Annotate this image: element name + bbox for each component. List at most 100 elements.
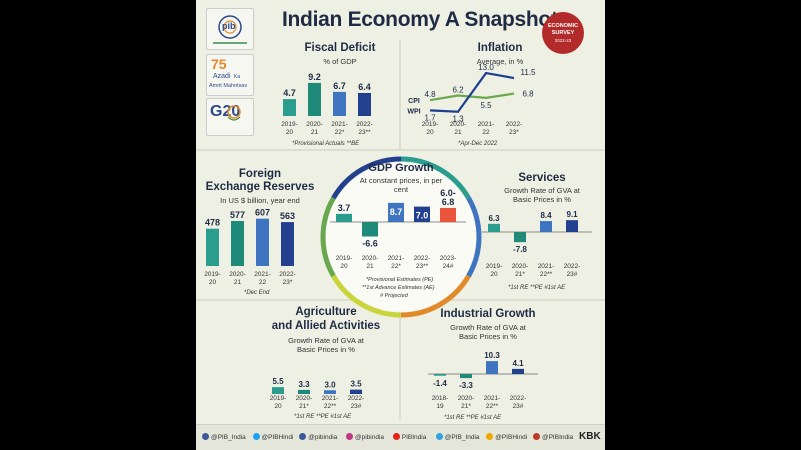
services-bar-2 bbox=[540, 221, 552, 232]
forex-label-0: 478 bbox=[205, 218, 220, 228]
fiscal-label-0: 4.7 bbox=[283, 88, 296, 98]
survey-year: 2022-23 bbox=[554, 38, 572, 43]
inflation-title: Inflation bbox=[477, 42, 523, 54]
services-cat-3-a: 2022- bbox=[564, 263, 581, 270]
inflation-wpi-label-3: 11.5 bbox=[521, 68, 537, 77]
forex-subtitle: In US $ billion, year end bbox=[220, 196, 300, 205]
agri-subtitle-line2: Basic Prices in % bbox=[297, 345, 355, 354]
social-handle-text: @PIBIndia bbox=[542, 434, 574, 441]
agri-cat-3-a: 2022- bbox=[348, 395, 365, 402]
industrial-cat-3-a: 2022- bbox=[510, 395, 527, 402]
social-handle-4: PIBIndia bbox=[392, 433, 426, 441]
agri-cat-1-b: 21* bbox=[299, 403, 309, 410]
gdp-ring-segment-5 bbox=[331, 156, 402, 200]
forex-cat-2-b: 22 bbox=[259, 279, 267, 286]
inflation-note: *Apr-Dec 2022 bbox=[458, 141, 498, 147]
gdp-ring-inner bbox=[326, 162, 476, 312]
services-label-3: 9.1 bbox=[566, 210, 578, 219]
agri-label-3: 3.5 bbox=[350, 380, 362, 389]
fiscal-cat-2-b: 22* bbox=[335, 129, 345, 136]
forex-cat-0-a: 2019- bbox=[204, 271, 221, 278]
industrial-label-2: 10.3 bbox=[484, 351, 500, 360]
inflation-cat-0-b: 20 bbox=[426, 129, 434, 136]
industrial-label-1: -3.3 bbox=[459, 381, 473, 390]
pib-logo: pib bbox=[206, 8, 254, 50]
social-handle-7: @PIBIndia bbox=[533, 433, 573, 441]
lotus-globe-icon bbox=[227, 105, 241, 121]
industrial-chart: -1.4 2018-19 -3.3 2020-21* 10.3 2021-22** 4.1 2… bbox=[428, 351, 538, 410]
industrial-subtitle-line1: Growth Rate of GVA at bbox=[450, 323, 526, 332]
fiscal-bar-0 bbox=[283, 99, 296, 116]
gdp-ring-segment-3 bbox=[331, 274, 402, 318]
g20-text: G20 bbox=[210, 103, 241, 120]
fiscal-cat-1-a: 2020- bbox=[306, 121, 323, 128]
services-cat-1-b: 21* bbox=[515, 271, 525, 278]
inflation-line-cpi bbox=[429, 92, 515, 102]
gdp-cat-0-b: 20 bbox=[340, 263, 348, 270]
social-handle-text: @PIBHindi bbox=[261, 434, 294, 441]
fiscal-bar-1 bbox=[308, 82, 321, 116]
forex-cat-3-b: 23* bbox=[283, 279, 293, 286]
forex-bar-1 bbox=[231, 220, 244, 266]
services-cat-3-b: 23# bbox=[567, 271, 578, 278]
pib-logo-text: pib bbox=[222, 21, 236, 31]
social-icon bbox=[202, 433, 209, 440]
social-handle-text: @PIB_India bbox=[444, 434, 480, 441]
forex-label-2: 607 bbox=[255, 208, 270, 218]
inflation-cat-0-a: 2019- bbox=[422, 121, 439, 128]
inflation-cpi-label-3: 6.8 bbox=[522, 90, 534, 99]
gdp-label-1: -6.6 bbox=[362, 239, 378, 249]
services-bar-3 bbox=[566, 220, 578, 232]
industrial-cat-0-b: 19 bbox=[436, 403, 444, 410]
inflation-series-name-0: CPI bbox=[408, 98, 420, 105]
survey-line1: ECONOMIC bbox=[547, 23, 579, 29]
gdp-title: GDP Growth bbox=[368, 162, 434, 174]
agri-cat-0-b: 20 bbox=[274, 403, 282, 410]
infographic-card: pib 75 Azadi Ka Amrit Mahotsav G20 India… bbox=[196, 0, 605, 450]
forex-note: *Dec End bbox=[244, 290, 270, 296]
fiscal-label-1: 9.2 bbox=[308, 72, 321, 82]
economic-survey-badge: ECONOMIC SURVEY 2022-23 bbox=[542, 12, 584, 54]
services-cat-2-b: 22** bbox=[540, 271, 553, 278]
social-handle-text: @pibindia bbox=[308, 434, 338, 441]
gdp-bar-2 bbox=[388, 202, 404, 222]
agri-bar-1 bbox=[298, 389, 310, 394]
fiscal-cat-0-b: 20 bbox=[286, 129, 294, 136]
azadi-line2: Amrit Mahotsav bbox=[209, 83, 248, 89]
gdp-cat-1-b: 21 bbox=[366, 263, 374, 270]
gdp-cat-0-a: 2019- bbox=[336, 255, 353, 262]
agri-label-1: 3.3 bbox=[298, 380, 310, 389]
services-title: Services bbox=[518, 172, 566, 184]
social-icon bbox=[486, 433, 494, 440]
forex-bar-3 bbox=[281, 222, 294, 266]
fiscal-bar-2 bbox=[333, 91, 346, 116]
services-chart: 6.3 2019-20 -7.8 2020-21* 8.4 2021-22** 9.1 202… bbox=[482, 210, 592, 278]
industrial-cat-0-a: 2018- bbox=[432, 395, 449, 402]
gdp-note-1: *Provisional Estimates (PE) bbox=[366, 277, 434, 283]
services-cat-0-a: 2019- bbox=[486, 263, 503, 270]
agri-note: *1st RE **PE #1st AE bbox=[294, 414, 352, 420]
footer: @PIB_India @PIBHindi @pibindia @pibindia PIB… bbox=[196, 424, 605, 450]
fiscal-chart: 4.7 2019-20 9.2 2020-21 6.7 2021-22* 6.4 2022-2… bbox=[281, 72, 373, 136]
inflation-wpi-label-1: 1.3 bbox=[452, 115, 464, 124]
inflation-cpi-label-0: 4.8 bbox=[424, 90, 436, 99]
industrial-title: Industrial Growth bbox=[440, 308, 536, 320]
panel-dividers bbox=[196, 40, 605, 420]
agri-cat-3-b: 23# bbox=[351, 403, 362, 410]
inflation-cat-3-b: 23* bbox=[509, 129, 519, 136]
inflation-cat-2-a: 2021- bbox=[478, 121, 495, 128]
inflation-cat-2-b: 22 bbox=[482, 129, 490, 136]
fiscal-title: Fiscal Deficit bbox=[304, 42, 376, 54]
fiscal-subtitle: % of GDP bbox=[323, 57, 357, 66]
gdp-ring-segment-2 bbox=[400, 274, 471, 318]
inflation-line-wpi bbox=[429, 71, 515, 113]
gdp-note-3: # Projected bbox=[380, 293, 408, 299]
services-label-1: -7.8 bbox=[513, 245, 527, 254]
inflation-cpi-label-1: 6.2 bbox=[452, 86, 464, 95]
industrial-cat-3-b: 23# bbox=[513, 403, 524, 410]
azadi-ka: Ka bbox=[234, 74, 241, 80]
fiscal-cat-1-b: 21 bbox=[311, 129, 319, 136]
gdp-cat-4-b: 24# bbox=[443, 263, 454, 270]
agri-title-line2: and Allied Activities bbox=[271, 320, 381, 332]
gdp-subtitle: At constant prices, in per cent bbox=[359, 176, 443, 194]
